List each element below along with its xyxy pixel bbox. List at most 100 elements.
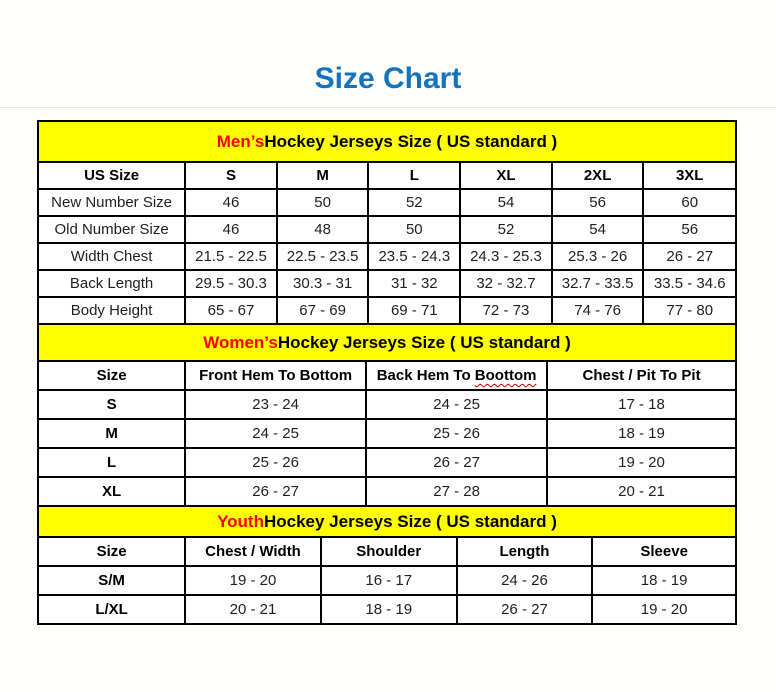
section-mens: Men’s Hockey Jerseys Size ( US standard … (37, 122, 736, 324)
column-header: S (184, 162, 278, 190)
section-table: Size Front Hem To Bottom Back Hem To Boott… (37, 361, 736, 506)
column-header: 3XL (642, 162, 736, 190)
column-header: L (367, 162, 462, 190)
column-header: Sleeve (591, 537, 736, 567)
cell: 23.5 - 24.3 (367, 242, 462, 271)
cell: 67 - 69 (275, 296, 370, 324)
cell: 33.5 - 34.6 (642, 269, 736, 298)
cell: 16 - 17 (319, 565, 458, 596)
cell: 22.5 - 23.5 (275, 242, 370, 271)
table-row: Width Chest 21.5 - 22.5 22.5 - 23.5 23.5 - … (37, 242, 736, 271)
column-header: Shoulder (319, 537, 458, 567)
header-row: Size Chest / Width Shoulder Length Sleeve (37, 537, 736, 567)
cell: 69 - 71 (367, 296, 462, 324)
section-table: US Size S M L XL 2XL 3XL New Number Size 46 50 52 5… (37, 162, 736, 324)
cell: 24 - 26 (455, 565, 594, 596)
cell: 48 (275, 215, 370, 244)
cell: 18 - 19 (319, 594, 458, 624)
cell: 26 - 27 (642, 242, 736, 271)
cell: 56 (642, 215, 736, 244)
cell: 17 - 18 (546, 389, 736, 420)
table-row: XL 26 - 27 27 - 28 20 - 21 (37, 476, 736, 506)
cell: 77 - 80 (642, 296, 736, 324)
cell: 24 - 25 (184, 418, 368, 449)
cell: 32 - 32.7 (459, 269, 553, 298)
cell: 24 - 25 (365, 389, 549, 420)
column-header: Length (455, 537, 594, 567)
row-label: L/XL (37, 594, 187, 624)
cell: 32.7 - 33.5 (550, 269, 645, 298)
cell: 25.3 - 26 (550, 242, 645, 271)
cell: 23 - 24 (184, 389, 368, 420)
row-label: S/M (37, 565, 187, 596)
cell: 21.5 - 22.5 (184, 242, 278, 271)
row-label: S (37, 389, 187, 420)
cell: 54 (459, 188, 553, 217)
row-label: M (37, 418, 187, 449)
cell: 19 - 20 (184, 565, 322, 596)
cell: 60 (642, 188, 736, 217)
row-label: Body Height (37, 296, 187, 324)
cell: 52 (459, 215, 553, 244)
cell: 56 (550, 188, 645, 217)
column-header: Size (37, 361, 187, 391)
table-row: L 25 - 26 26 - 27 19 - 20 (37, 447, 736, 478)
band-title: Hockey Jerseys Size ( US standard ) (263, 511, 557, 531)
header-row: Size Front Hem To Bottom Back Hem To Boott… (37, 361, 736, 391)
cell: 72 - 73 (459, 296, 553, 324)
cell: 26 - 27 (184, 476, 368, 506)
row-label: L (37, 447, 187, 478)
cell: 27 - 28 (365, 476, 549, 506)
row-label: Width Chest (37, 242, 187, 271)
section-youth: Youth Hockey Jerseys Size ( US standard … (37, 505, 736, 624)
section-band: Women’s Hockey Jerseys Size ( US standar… (39, 323, 735, 362)
band-highlight: Men’s (216, 131, 265, 151)
column-header: Chest / Width (184, 537, 322, 567)
section-womens: Women’s Hockey Jerseys Size ( US standar… (37, 323, 736, 506)
divider-line (0, 107, 776, 108)
cell: 30.3 - 31 (275, 269, 370, 298)
cell: 18 - 19 (546, 418, 736, 449)
cell: 18 - 19 (591, 565, 736, 596)
misspelled-word: Boottom (474, 367, 537, 384)
cell: 19 - 20 (591, 594, 736, 624)
row-label: Back Length (37, 269, 187, 298)
band-highlight: Women’s (203, 332, 278, 352)
section-table: Size Chest / Width Shoulder Length Sleeve S/M… (37, 537, 736, 624)
cell: 50 (367, 215, 462, 244)
table-row: Body Height 65 - 67 67 - 69 69 - 71 72 - 73 7… (37, 296, 736, 324)
cell: 52 (367, 188, 462, 217)
cell: 25 - 26 (184, 447, 368, 478)
column-header: Front Hem To Bottom (184, 361, 368, 391)
cell: 65 - 67 (184, 296, 278, 324)
band-title: Hockey Jerseys Size ( US standard ) (264, 131, 558, 151)
band-highlight: Youth (217, 511, 264, 531)
row-label: New Number Size (37, 188, 187, 217)
cell: 29.5 - 30.3 (184, 269, 278, 298)
column-header: XL (459, 162, 553, 190)
table-row: Back Length 29.5 - 30.3 30.3 - 31 31 - 32 32… (37, 269, 736, 298)
cell: 46 (184, 215, 278, 244)
cell: 20 - 21 (184, 594, 322, 624)
cell: 26 - 27 (365, 447, 549, 478)
cell: 19 - 20 (546, 447, 736, 478)
cell: 31 - 32 (367, 269, 462, 298)
band-title: Hockey Jerseys Size ( US standard ) (277, 332, 571, 352)
page-title: Size Chart (314, 62, 462, 95)
cell: 54 (550, 215, 645, 244)
cell: 74 - 76 (550, 296, 645, 324)
column-header: Back Hem To Boottom (365, 361, 549, 391)
table-row: New Number Size 46 50 52 54 56 60 (37, 188, 736, 217)
column-header: US Size (37, 162, 187, 190)
row-label: Old Number Size (37, 215, 187, 244)
cell: 20 - 21 (546, 476, 736, 506)
cell: 24.3 - 25.3 (459, 242, 553, 271)
column-header: 2XL (550, 162, 645, 190)
cell: 46 (184, 188, 278, 217)
row-label: XL (37, 476, 187, 506)
cell: 25 - 26 (365, 418, 549, 449)
table-row: S 23 - 24 24 - 25 17 - 18 (37, 389, 736, 420)
table-row: M 24 - 25 25 - 26 18 - 19 (37, 418, 736, 449)
table-row: Old Number Size 46 48 50 52 54 56 (37, 215, 736, 244)
section-band: Men’s Hockey Jerseys Size ( US standard … (39, 122, 735, 163)
